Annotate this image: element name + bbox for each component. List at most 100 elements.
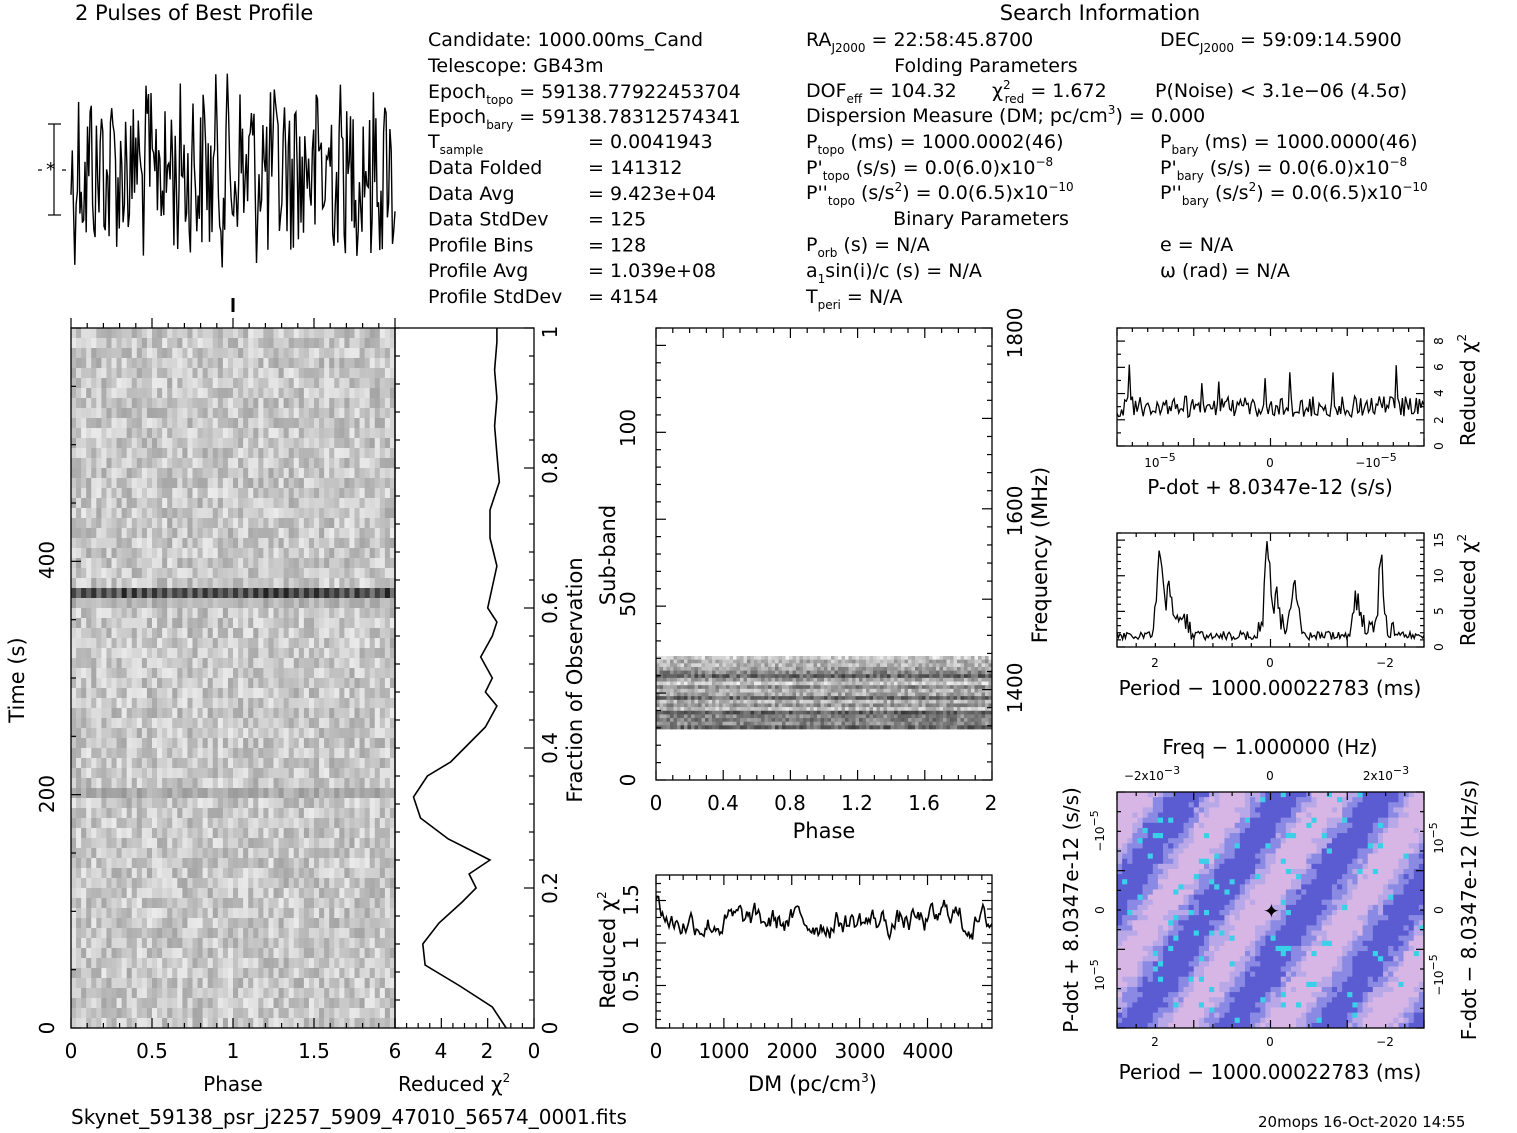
time-phase-cell: [314, 938, 320, 949]
time-phase-cell: [192, 908, 198, 919]
time-phase-cell: [162, 818, 168, 829]
time-phase-cell: [192, 438, 198, 449]
time-phase-cell: [354, 668, 360, 679]
time-phase-cell: [101, 558, 107, 569]
time-phase-cell: [324, 668, 330, 679]
time-phase-cell: [283, 1008, 290, 1019]
time-phase-cell: [172, 478, 178, 489]
time-phase-cell: [96, 898, 102, 909]
time-phase-cell: [273, 898, 279, 909]
time-phase-cell: [334, 858, 340, 869]
subband-cell: [736, 656, 741, 661]
time-phase-cell: [253, 418, 259, 429]
time-phase-cell: [197, 388, 204, 399]
time-phase-cell: [197, 938, 204, 949]
time-phase-cell: [298, 538, 305, 549]
time-phase-cell: [207, 398, 214, 409]
time-phase-cell: [248, 428, 254, 439]
time-phase-cell: [121, 1008, 128, 1019]
time-phase-cell: [278, 968, 285, 979]
time-phase-cell: [314, 828, 320, 839]
time-phase-cell: [187, 628, 193, 639]
time-phase-cell: [344, 378, 350, 389]
time-phase-cell: [349, 998, 355, 1009]
time-phase-cell: [217, 888, 224, 899]
time-phase-cell: [334, 698, 340, 709]
time-phase-cell: [101, 438, 107, 449]
time-phase-cell: [298, 708, 305, 719]
time-phase-cell: [379, 628, 386, 639]
time-phase-cell: [308, 488, 315, 499]
time-phase-cell: [207, 658, 214, 669]
subband-cell: [663, 659, 667, 664]
time-phase-cell: [389, 558, 396, 569]
time-phase-cell: [384, 598, 391, 609]
time-phase-cell: [182, 478, 188, 489]
time-phase-cell: [106, 388, 112, 399]
time-phase-cell: [253, 808, 259, 819]
time-phase-cell: [303, 348, 310, 359]
time-phase-cell: [182, 618, 188, 629]
time-phase-cell: [334, 358, 340, 369]
time-phase-cell: [324, 798, 330, 809]
time-phase-cell: [172, 428, 178, 439]
time-phase-cell: [81, 488, 87, 499]
time-phase-cell: [354, 878, 360, 889]
time-phase-cell: [96, 838, 102, 849]
time-phase-cell: [172, 828, 178, 839]
time-phase-cell: [384, 858, 391, 869]
time-phase-cell: [141, 868, 148, 879]
time-phase-cell: [384, 888, 391, 899]
time-phase-cell: [157, 608, 163, 619]
time-phase-cell: [91, 428, 97, 439]
time-phase-cell: [136, 718, 143, 729]
time-phase-cell: [182, 858, 188, 869]
time-phase-cell: [349, 368, 355, 379]
time-phase-cell: [177, 598, 183, 609]
time-phase-cell: [263, 668, 269, 679]
time-phase-cell: [288, 548, 295, 559]
time-phase-cell: [303, 378, 310, 389]
time-phase-cell: [131, 698, 138, 709]
time-phase-cell: [354, 548, 360, 559]
time-phase-cell: [167, 878, 173, 889]
time-phase-cell: [389, 908, 396, 919]
time-phase-cell: [101, 688, 107, 699]
time-phase-cell: [319, 548, 325, 559]
time-phase-cell: [233, 718, 239, 729]
time-phase-cell: [334, 548, 340, 559]
time-phase-cell: [293, 738, 300, 749]
time-phase-cell: [76, 588, 82, 599]
time-phase-cell: [217, 938, 224, 949]
time-phase-cell: [227, 828, 234, 839]
time-phase-cell: [278, 598, 285, 609]
time-phase-cell: [212, 808, 219, 819]
time-phase-cell: [369, 778, 376, 789]
time-phase-cell: [192, 898, 198, 909]
time-phase-cell: [131, 638, 138, 649]
time-phase-cell: [91, 938, 97, 949]
time-phase-cell: [278, 988, 285, 999]
time-phase-cell: [359, 748, 366, 759]
time-phase-cell: [217, 428, 224, 439]
time-phase-cell: [91, 888, 97, 899]
time-phase-cell: [329, 908, 335, 919]
time-phase-cell: [222, 848, 229, 859]
time-phase-cell: [308, 448, 315, 459]
time-phase-cell: [152, 668, 158, 679]
time-phase-cell: [319, 968, 325, 979]
time-phase-cell: [344, 738, 350, 749]
time-phase-cell: [207, 968, 214, 979]
time-phase-cell: [283, 578, 290, 589]
time-phase-cell: [248, 838, 254, 849]
time-phase-cell: [192, 838, 198, 849]
time-phase-cell: [329, 548, 335, 559]
time-phase-cell: [217, 518, 224, 529]
time-phase-cell: [364, 598, 371, 609]
time-phase-cell: [258, 898, 264, 909]
subband-cell: [729, 659, 734, 664]
time-phase-cell: [116, 958, 123, 969]
time-phase-cell: [141, 698, 148, 709]
time-phase-cell: [106, 538, 112, 549]
time-phase-cell: [182, 398, 188, 409]
